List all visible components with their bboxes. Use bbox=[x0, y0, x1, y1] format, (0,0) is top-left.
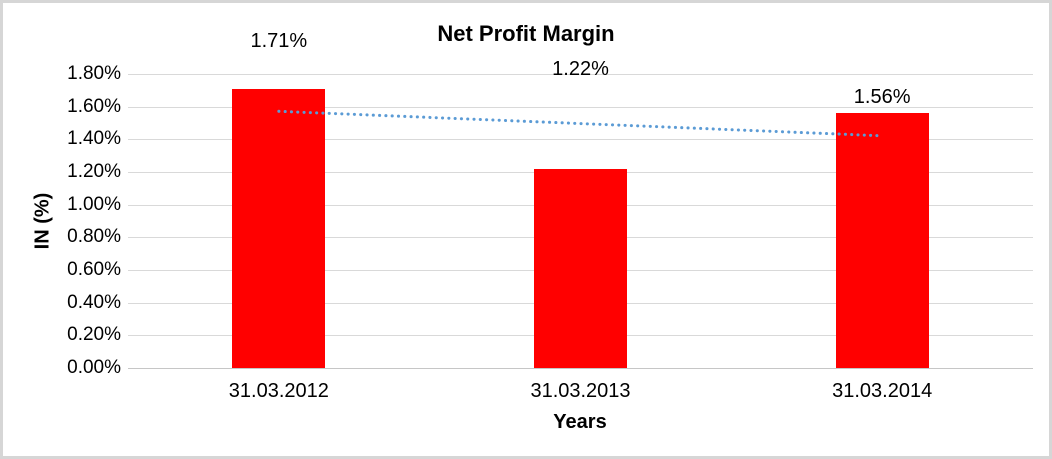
y-axis-tick-label: 1.20% bbox=[67, 161, 121, 182]
x-axis-category-label: 31.03.2013 bbox=[530, 380, 631, 402]
y-axis-tick-label: 0.00% bbox=[67, 357, 121, 378]
trendline-dotted-line bbox=[277, 109, 884, 138]
y-axis-tick-label: 1.60% bbox=[67, 95, 121, 117]
gridline bbox=[128, 139, 1033, 141]
gridline bbox=[128, 368, 1033, 369]
data-label: 1.71% bbox=[250, 30, 308, 52]
y-axis-tick-label: 0.60% bbox=[67, 259, 121, 280]
y-axis-tick-label: 1.80% bbox=[67, 63, 121, 84]
y-axis-tick-label: 0.40% bbox=[67, 291, 121, 313]
chart-title: Net Profit Margin bbox=[437, 21, 615, 46]
y-axis-tick-label: 1.40% bbox=[67, 128, 121, 150]
bar-31.03.2012 bbox=[232, 88, 326, 368]
data-label: 1.56% bbox=[853, 86, 911, 108]
y-axis-tick-label: 0.20% bbox=[67, 324, 121, 346]
x-axis-title: Years bbox=[553, 411, 607, 433]
y-axis-tick-label: 1.00% bbox=[67, 193, 121, 215]
y-axis-tick-label: 0.80% bbox=[67, 226, 121, 248]
x-axis-category-label: 31.03.2012 bbox=[228, 380, 329, 402]
bar-31.03.2014 bbox=[835, 113, 929, 368]
x-axis-category-label: 31.03.2014 bbox=[832, 380, 933, 402]
gridline bbox=[128, 74, 1033, 75]
bar-31.03.2013 bbox=[534, 168, 627, 368]
data-label: 1.22% bbox=[552, 58, 609, 80]
gridline bbox=[128, 106, 1033, 108]
